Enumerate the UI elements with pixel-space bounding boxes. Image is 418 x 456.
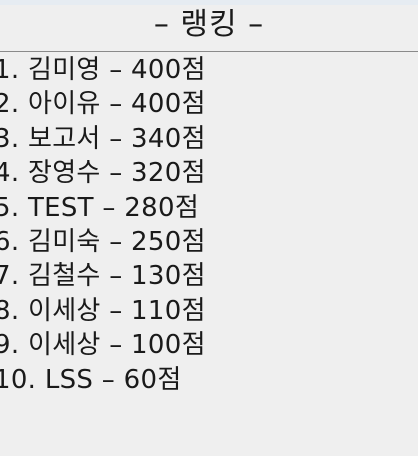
top-strip [0, 0, 418, 5]
ranking-item-3: 3. 보고서 – 340점 [0, 123, 206, 154]
ranking-item-10: 10. LSS – 60점 [0, 364, 182, 395]
ranking-item-2: 2. 아이유 – 400점 [0, 89, 206, 120]
title-divider [0, 51, 418, 52]
ranking-item-5: 5. TEST – 280점 [0, 192, 200, 223]
page-title: – 랭킹 – [153, 7, 265, 42]
ranking-item-9: 9. 이세상 – 100점 [0, 330, 206, 361]
ranking-item-6: 6. 김미숙 – 250점 [0, 226, 206, 257]
ranking-item-4: 4. 장영수 – 320점 [0, 158, 206, 189]
ranking-item-1: 1. 김미영 – 400점 [0, 55, 206, 85]
ranking-item-7: 7. 김철수 – 130점 [0, 261, 206, 292]
ranking-item-8: 8. 이세상 – 110점 [0, 295, 206, 326]
ranking-list: 1. 김미영 – 400점 2. 아이유 – 400점 3. 보고서 – 340… [0, 53, 418, 397]
